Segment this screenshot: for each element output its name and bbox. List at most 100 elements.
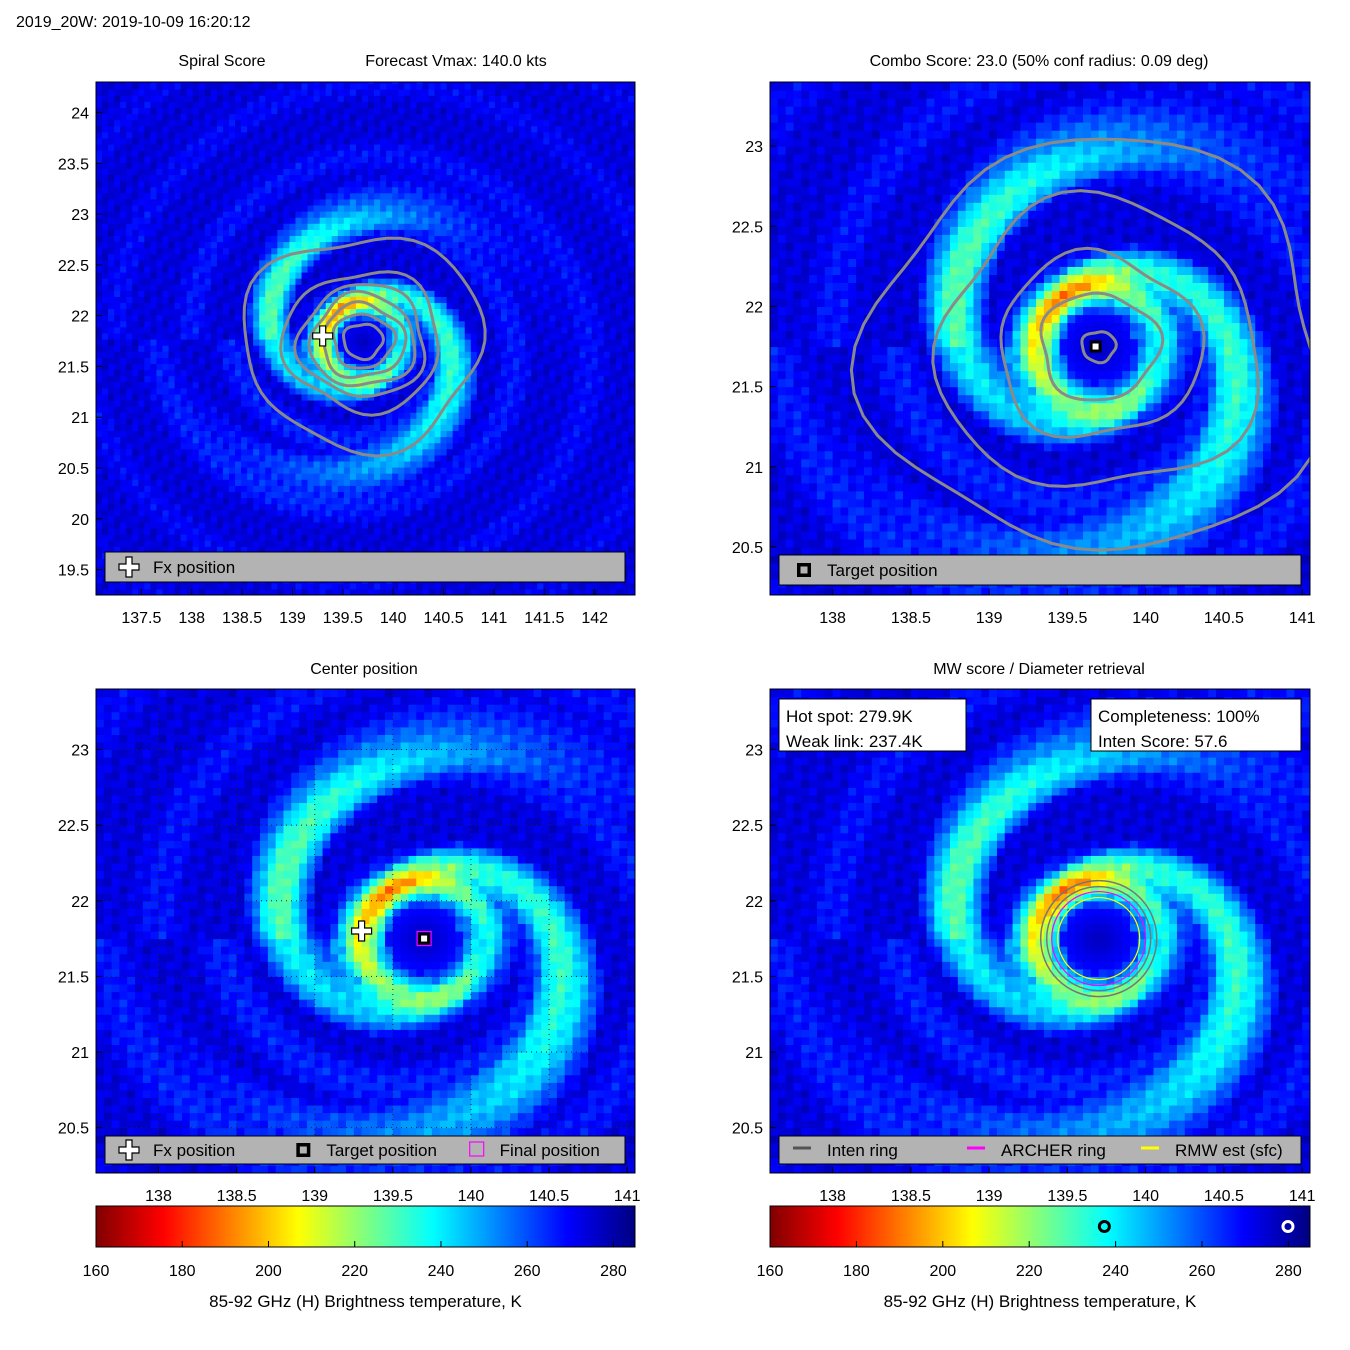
tb-pixel <box>325 119 333 127</box>
tb-pixel <box>410 192 417 200</box>
tb-pixel <box>295 235 303 243</box>
tb-pixel <box>156 198 164 206</box>
tb-pixel <box>132 503 139 511</box>
tb-pixel <box>319 150 327 157</box>
tb-pixel <box>343 320 351 328</box>
tb-pixel <box>416 211 424 218</box>
tb-pixel <box>120 345 127 352</box>
tb-pixel <box>283 143 291 151</box>
tb-pixel <box>174 442 182 450</box>
tb-pixel <box>446 546 454 553</box>
tb-pixel <box>301 375 309 383</box>
tb-pixel <box>349 107 357 115</box>
tb-pixel <box>132 363 139 371</box>
tb-pixel <box>247 89 254 96</box>
tb-pixel <box>434 308 442 316</box>
tb-pixel <box>307 485 315 492</box>
tb-pixel <box>422 137 430 145</box>
tb-pixel <box>265 253 272 261</box>
tb-pixel <box>361 521 369 529</box>
tb-pixel <box>428 101 436 108</box>
tb-pixel <box>102 436 109 444</box>
tb-pixel <box>410 430 417 438</box>
tb-pixel <box>241 271 248 279</box>
tb-pixel <box>247 314 254 322</box>
tb-pixel <box>277 515 284 523</box>
tb-pixel <box>259 521 266 529</box>
tb-pixel <box>222 253 230 261</box>
tb-pixel <box>114 454 121 462</box>
tb-pixel <box>295 381 303 389</box>
tb-pixel <box>374 150 381 157</box>
tb-pixel <box>422 101 430 108</box>
tb-pixel <box>428 339 436 346</box>
tb-pixel <box>174 521 182 529</box>
tb-pixel <box>144 351 151 358</box>
tb-pixel <box>325 582 333 590</box>
tb-pixel <box>108 278 115 285</box>
tb-pixel <box>235 125 242 133</box>
tb-pixel <box>368 467 375 474</box>
tb-pixel <box>265 345 272 352</box>
tb-pixel <box>410 156 417 163</box>
tb-pixel <box>235 503 242 511</box>
tb-pixel <box>259 168 266 176</box>
tb-pixel <box>277 527 284 535</box>
tb-pixel <box>319 442 327 450</box>
tb-pixel <box>186 174 194 182</box>
tb-pixel <box>198 588 206 595</box>
tb-pixel <box>410 180 417 188</box>
tb-pixel <box>198 284 206 291</box>
tb-pixel <box>216 540 224 547</box>
tb-pixel <box>416 479 424 486</box>
tb-pixel <box>428 460 436 468</box>
tb-pixel <box>192 247 200 255</box>
tb-pixel <box>343 351 351 358</box>
tb-pixel <box>132 284 139 291</box>
tb-pixel <box>241 387 248 395</box>
tb-pixel <box>331 351 339 358</box>
tb-pixel <box>114 125 121 133</box>
tb-pixel <box>361 223 369 230</box>
tb-pixel <box>108 131 115 139</box>
tb-pixel <box>180 387 188 395</box>
tb-pixel <box>138 95 145 102</box>
tb-pixel <box>96 467 103 474</box>
tb-pixel <box>102 174 109 182</box>
tb-pixel <box>283 168 291 176</box>
tb-pixel <box>180 150 188 157</box>
tb-pixel <box>386 381 393 389</box>
tb-pixel <box>144 217 151 224</box>
tb-pixel <box>295 314 303 322</box>
tb-pixel <box>289 101 297 108</box>
tb-pixel <box>392 95 399 102</box>
tb-pixel <box>168 418 176 425</box>
tb-pixel <box>120 314 127 322</box>
tb-pixel <box>331 83 339 90</box>
tb-pixel <box>368 241 375 249</box>
tb-pixel <box>307 95 315 102</box>
tb-pixel <box>422 540 430 547</box>
tb-pixel <box>222 101 230 108</box>
tb-pixel <box>150 192 158 200</box>
tb-pixel <box>398 527 405 535</box>
tb-pixel <box>144 393 151 401</box>
tb-pixel <box>446 406 454 413</box>
tb-pixel <box>271 582 278 590</box>
tb-pixel <box>392 436 399 444</box>
tb-pixel <box>162 369 170 377</box>
tb-pixel <box>398 314 405 322</box>
tb-pixel <box>241 211 248 218</box>
tb-pixel <box>150 89 158 96</box>
tb-pixel <box>428 326 436 334</box>
tb-pixel <box>265 107 272 115</box>
tb-pixel <box>253 369 260 377</box>
tb-pixel <box>186 540 194 547</box>
tb-pixel <box>222 491 230 499</box>
tb-pixel <box>271 345 278 352</box>
tb-pixel <box>277 143 284 151</box>
tb-pixel <box>392 284 399 291</box>
tb-pixel <box>434 211 442 218</box>
tb-pixel <box>349 326 357 334</box>
tb-pixel <box>186 479 194 486</box>
